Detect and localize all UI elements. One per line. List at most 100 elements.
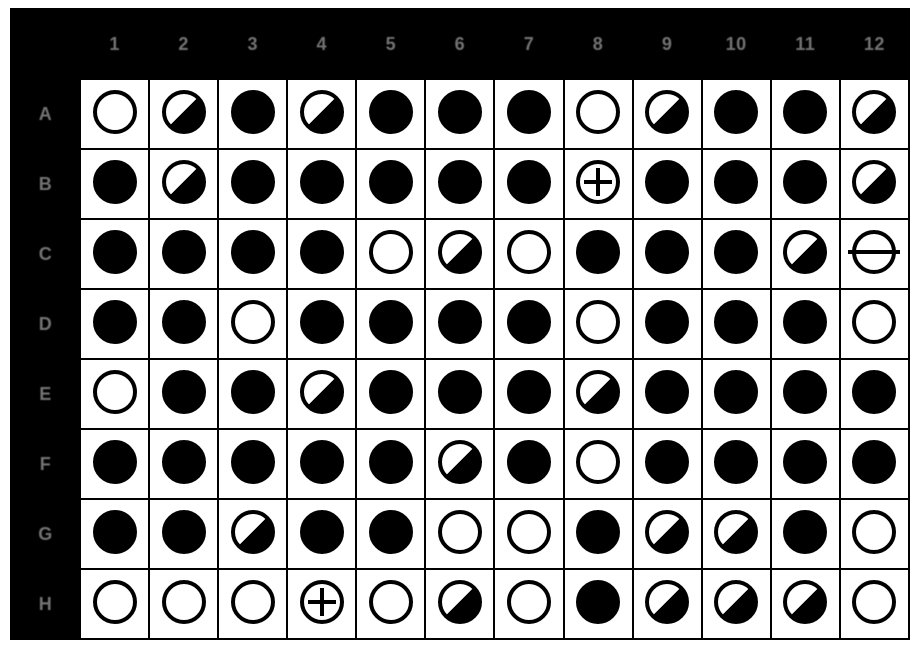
half-filled-diagonal-icon <box>714 580 758 624</box>
matrix-cell <box>564 429 633 499</box>
matrix-cell <box>840 569 909 639</box>
open-circle-icon <box>162 580 206 624</box>
filled-circle-icon <box>438 160 482 204</box>
matrix-cell <box>564 569 633 639</box>
matrix-cell <box>840 499 909 569</box>
column-header: 2 <box>149 9 218 79</box>
matrix-cell <box>633 499 702 569</box>
row-header: H <box>11 569 80 639</box>
filled-circle-icon <box>93 160 137 204</box>
column-header: 5 <box>356 9 425 79</box>
matrix-cell <box>287 289 356 359</box>
matrix-cell <box>149 359 218 429</box>
filled-circle-icon <box>93 230 137 274</box>
row-header: C <box>11 219 80 289</box>
matrix-cell <box>494 359 563 429</box>
matrix-cell <box>840 289 909 359</box>
column-header: 9 <box>633 9 702 79</box>
open-circle-icon <box>852 580 896 624</box>
matrix-cell <box>771 149 840 219</box>
matrix-cell <box>633 359 702 429</box>
filled-circle-icon <box>783 370 827 414</box>
matrix-cell <box>425 149 494 219</box>
row-header-label: C <box>39 244 53 264</box>
filled-circle-icon <box>507 300 551 344</box>
matrix-cell <box>356 219 425 289</box>
column-header: 10 <box>702 9 771 79</box>
filled-circle-icon <box>231 440 275 484</box>
matrix-cell <box>702 569 771 639</box>
matrix-cell <box>633 429 702 499</box>
filled-circle-icon <box>714 440 758 484</box>
matrix-cell <box>702 499 771 569</box>
matrix-row: C <box>11 219 909 289</box>
matrix-row: F <box>11 429 909 499</box>
matrix-row: G <box>11 499 909 569</box>
filled-circle-icon <box>507 440 551 484</box>
filled-circle-icon <box>369 510 413 554</box>
column-header: 8 <box>564 9 633 79</box>
matrix-cell <box>494 149 563 219</box>
filled-circle-icon <box>645 160 689 204</box>
matrix-row: B <box>11 149 909 219</box>
filled-circle-icon <box>300 440 344 484</box>
half-filled-diagonal-icon <box>438 230 482 274</box>
matrix-cell <box>356 499 425 569</box>
filled-circle-icon <box>783 90 827 134</box>
filled-circle-icon <box>645 370 689 414</box>
filled-circle-icon <box>231 230 275 274</box>
matrix-cell <box>702 219 771 289</box>
matrix-cell <box>425 429 494 499</box>
open-circle-icon <box>231 300 275 344</box>
matrix-cell <box>356 289 425 359</box>
half-filled-diagonal-icon <box>300 90 344 134</box>
matrix-cell <box>356 359 425 429</box>
filled-circle-icon <box>783 160 827 204</box>
open-circle-icon <box>852 510 896 554</box>
matrix-cell <box>425 219 494 289</box>
matrix-row: A <box>11 79 909 149</box>
matrix-cell <box>633 569 702 639</box>
column-header-label: 9 <box>662 34 673 54</box>
filled-circle-icon <box>645 300 689 344</box>
matrix-cell <box>840 359 909 429</box>
matrix-table: 123456789101112 ABCDEFGH <box>10 8 910 640</box>
filled-circle-icon <box>714 160 758 204</box>
matrix-cell <box>771 499 840 569</box>
filled-circle-icon <box>162 300 206 344</box>
half-filled-diagonal-icon <box>783 580 827 624</box>
matrix-cell <box>840 149 909 219</box>
filled-circle-icon <box>438 300 482 344</box>
half-filled-diagonal-icon <box>852 90 896 134</box>
filled-circle-icon <box>369 160 413 204</box>
row-header: D <box>11 289 80 359</box>
filled-circle-icon <box>369 90 413 134</box>
matrix-cell <box>840 429 909 499</box>
half-filled-diagonal-icon <box>576 370 620 414</box>
matrix-cell <box>564 499 633 569</box>
half-filled-diagonal-icon <box>645 580 689 624</box>
matrix-cell <box>80 499 149 569</box>
row-header-label: A <box>39 104 53 124</box>
row-header-label: D <box>39 314 53 334</box>
filled-circle-icon <box>300 230 344 274</box>
matrix-cell <box>149 429 218 499</box>
half-filled-diagonal-icon <box>162 160 206 204</box>
column-header-label: 4 <box>317 34 328 54</box>
filled-circle-icon <box>93 300 137 344</box>
matrix-body: ABCDEFGH <box>11 79 909 639</box>
column-header: 1 <box>80 9 149 79</box>
matrix-cell <box>287 359 356 429</box>
filled-circle-icon <box>576 230 620 274</box>
column-header-label: 8 <box>593 34 604 54</box>
matrix-cell <box>287 499 356 569</box>
filled-circle-icon <box>714 230 758 274</box>
matrix-cell <box>494 219 563 289</box>
open-circle-icon <box>576 300 620 344</box>
open-circle-icon <box>438 510 482 554</box>
corner-cell <box>11 9 80 79</box>
matrix-cell <box>702 289 771 359</box>
column-header-label: 5 <box>386 34 397 54</box>
column-header: 4 <box>287 9 356 79</box>
matrix-cell <box>149 289 218 359</box>
